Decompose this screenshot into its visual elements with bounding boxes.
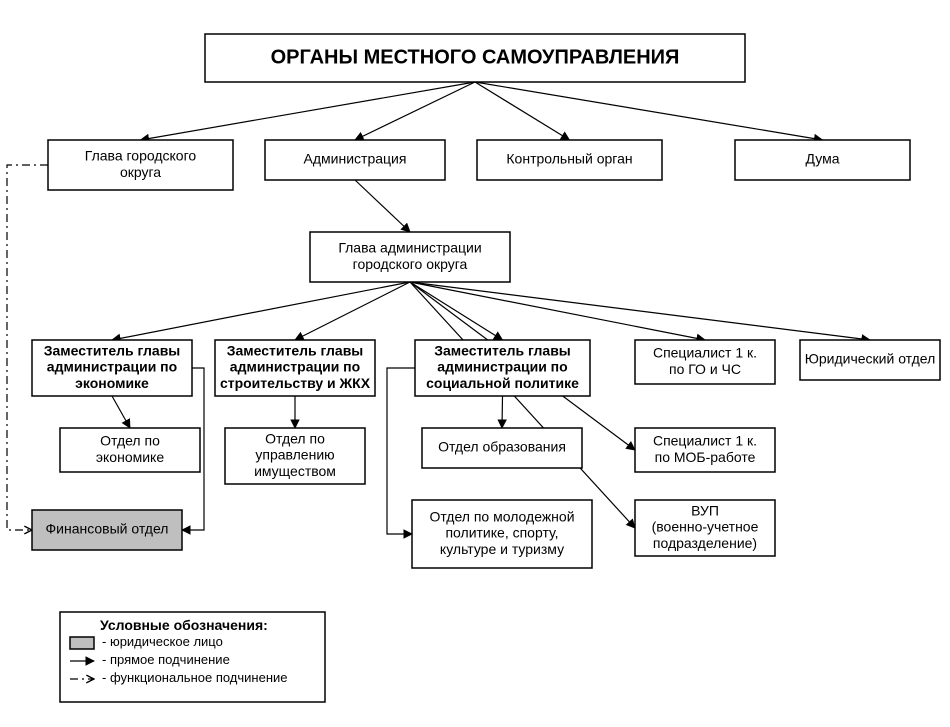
edge-dep_social-youth — [387, 368, 415, 534]
node-head_okrug: Глава городскогоокруга — [48, 140, 233, 190]
legend-label-2: - функциональное подчинение — [102, 670, 288, 685]
edge-root-control — [475, 82, 570, 140]
node-econ_dept-line0: Отдел по — [100, 433, 160, 449]
legend-icon-shaded — [70, 637, 94, 649]
edge-root-head_okrug — [141, 82, 476, 140]
node-dep_social-line0: Заместитель главы — [434, 343, 571, 359]
node-dep_econ-line1: администрации по — [47, 359, 177, 375]
edge-root-admin — [355, 82, 475, 140]
node-vup: ВУП(военно-учетноеподразделение) — [635, 500, 775, 556]
node-property: Отдел поуправлениюимуществом — [225, 428, 365, 484]
edge-head_admin-vup — [410, 282, 635, 528]
node-admin-line0: Администрация — [304, 151, 407, 167]
node-finance-line0: Финансовый отдел — [46, 521, 169, 537]
node-control-line0: Контрольный орган — [506, 151, 632, 167]
node-root: ОРГАНЫ МЕСТНОГО САМОУПРАВЛЕНИЯ — [205, 34, 745, 82]
node-dep_econ-line0: Заместитель главы — [44, 343, 181, 359]
node-dep_econ-line2: экономике — [75, 375, 149, 391]
node-youth: Отдел по молодежнойполитике, спорту,куль… — [412, 500, 592, 568]
node-spec_mob-line0: Специалист 1 к. — [653, 433, 757, 449]
node-vup-line2: подразделение) — [653, 535, 757, 551]
edge-dep_social-education — [502, 396, 503, 428]
legend-label-1: - прямое подчинение — [102, 652, 230, 667]
legend: Условные обозначения:- юридическое лицо -… — [60, 612, 325, 702]
node-property-line2: имуществом — [254, 463, 336, 479]
legend-title: Условные обозначения: — [100, 617, 268, 633]
edge-head_admin-dep_econ — [112, 282, 410, 340]
node-dep_econ: Заместитель главыадминистрации поэкономи… — [32, 340, 192, 396]
node-root-line0: ОРГАНЫ МЕСТНОГО САМОУПРАВЛЕНИЯ — [271, 46, 680, 68]
edge-head_admin-legal — [410, 282, 870, 340]
nodes: ОРГАНЫ МЕСТНОГО САМОУПРАВЛЕНИЯ Глава горо… — [32, 34, 940, 568]
node-dep_build: Заместитель главыадминистрации построите… — [215, 340, 375, 396]
node-head_admin-line1: городского округа — [353, 256, 468, 272]
node-youth-line1: политике, спорту, — [445, 525, 558, 541]
node-econ_dept: Отдел поэкономике — [60, 428, 200, 472]
node-head_admin: Глава администрациигородского округа — [310, 232, 510, 282]
node-spec_mob: Специалист 1 к.по МОБ-работе — [635, 428, 775, 472]
edge-root-duma — [475, 82, 823, 140]
node-dep_build-line0: Заместитель главы — [227, 343, 364, 359]
node-spec_go-line0: Специалист 1 к. — [653, 345, 757, 361]
node-dep_social-line1: администрации по — [437, 359, 567, 375]
node-spec_mob-line1: по МОБ-работе — [655, 449, 756, 465]
node-dep_build-line2: строительству и ЖКХ — [220, 375, 371, 391]
node-head_okrug-line1: округа — [120, 164, 161, 180]
node-dep_social: Заместитель главыадминистрации посоциаль… — [415, 340, 590, 396]
node-duma-line0: Дума — [805, 151, 839, 167]
node-spec_go: Специалист 1 к.по ГО и ЧС — [635, 340, 775, 384]
node-spec_go-line1: по ГО и ЧС — [669, 361, 741, 377]
node-youth-line0: Отдел по молодежной — [429, 509, 574, 525]
node-property-line0: Отдел по — [265, 431, 325, 447]
node-youth-line2: культуре и туризму — [440, 541, 564, 557]
node-dep_build-line1: администрации по — [230, 359, 360, 375]
edge-head_admin-spec_go — [410, 282, 705, 340]
node-duma: Дума — [735, 140, 910, 180]
node-legal-line0: Юридический отдел — [805, 351, 936, 367]
node-property-line1: управлению — [255, 447, 334, 463]
node-econ_dept-line1: экономике — [96, 449, 164, 465]
node-legal: Юридический отдел — [800, 340, 940, 380]
node-finance: Финансовый отдел — [32, 510, 182, 550]
edge-admin-head_admin — [355, 180, 410, 232]
legend-label-0: - юридическое лицо — [102, 634, 223, 649]
node-education: Отдел образования — [422, 428, 582, 468]
node-head_admin-line0: Глава администрации — [338, 240, 481, 256]
node-vup-line0: ВУП — [691, 503, 719, 519]
node-head_okrug-line0: Глава городского — [85, 148, 197, 164]
node-vup-line1: (военно-учетное — [652, 519, 759, 535]
edge-head_admin-dep_build — [295, 282, 410, 340]
node-dep_social-line2: социальной политике — [426, 375, 579, 391]
node-control: Контрольный орган — [477, 140, 662, 180]
edge-dep_econ-econ_dept — [112, 396, 130, 428]
node-education-line0: Отдел образования — [438, 439, 566, 455]
node-admin: Администрация — [265, 140, 445, 180]
